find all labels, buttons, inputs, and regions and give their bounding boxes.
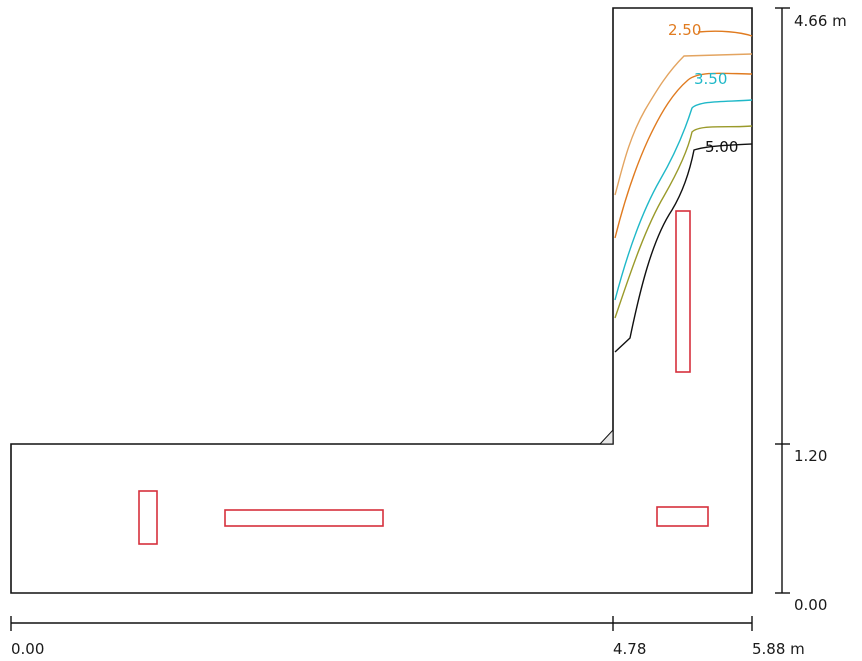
contour-label-2-50: 2.50 xyxy=(668,21,701,39)
contour-label-5-00: 5.00 xyxy=(705,138,738,156)
vertical-dimension xyxy=(775,7,790,594)
dim-x-end-label: 5.88 m xyxy=(752,640,805,658)
contour-line-3-50 xyxy=(614,99,753,301)
dim-x-mid-label: 4.78 xyxy=(613,640,646,658)
dim-x-start-label: 0.00 xyxy=(11,640,44,658)
dim-y-bottom-label: 0.00 xyxy=(794,596,827,614)
corner-chamfer xyxy=(598,428,614,445)
luminaire-small-left xyxy=(138,490,158,545)
room-outline xyxy=(10,7,753,594)
dim-y-mid-label: 1.20 xyxy=(794,447,827,465)
contour-line-5-00 xyxy=(614,143,753,353)
contour-line-2-50-upper xyxy=(697,30,753,37)
contour-line-2-50 xyxy=(614,72,753,239)
dim-y-top-label: 4.66 m xyxy=(794,12,847,30)
contour-line-2-00 xyxy=(614,53,753,196)
luminaires xyxy=(138,210,709,545)
contour-line-4-00 xyxy=(614,125,753,319)
luminaire-vertical-right xyxy=(675,210,691,373)
luminaire-small-right xyxy=(656,506,709,527)
isolux-contours xyxy=(614,30,753,353)
contour-label-3-50: 3.50 xyxy=(694,70,727,88)
horizontal-dimension xyxy=(10,616,753,631)
luminaire-long-center xyxy=(224,509,384,527)
